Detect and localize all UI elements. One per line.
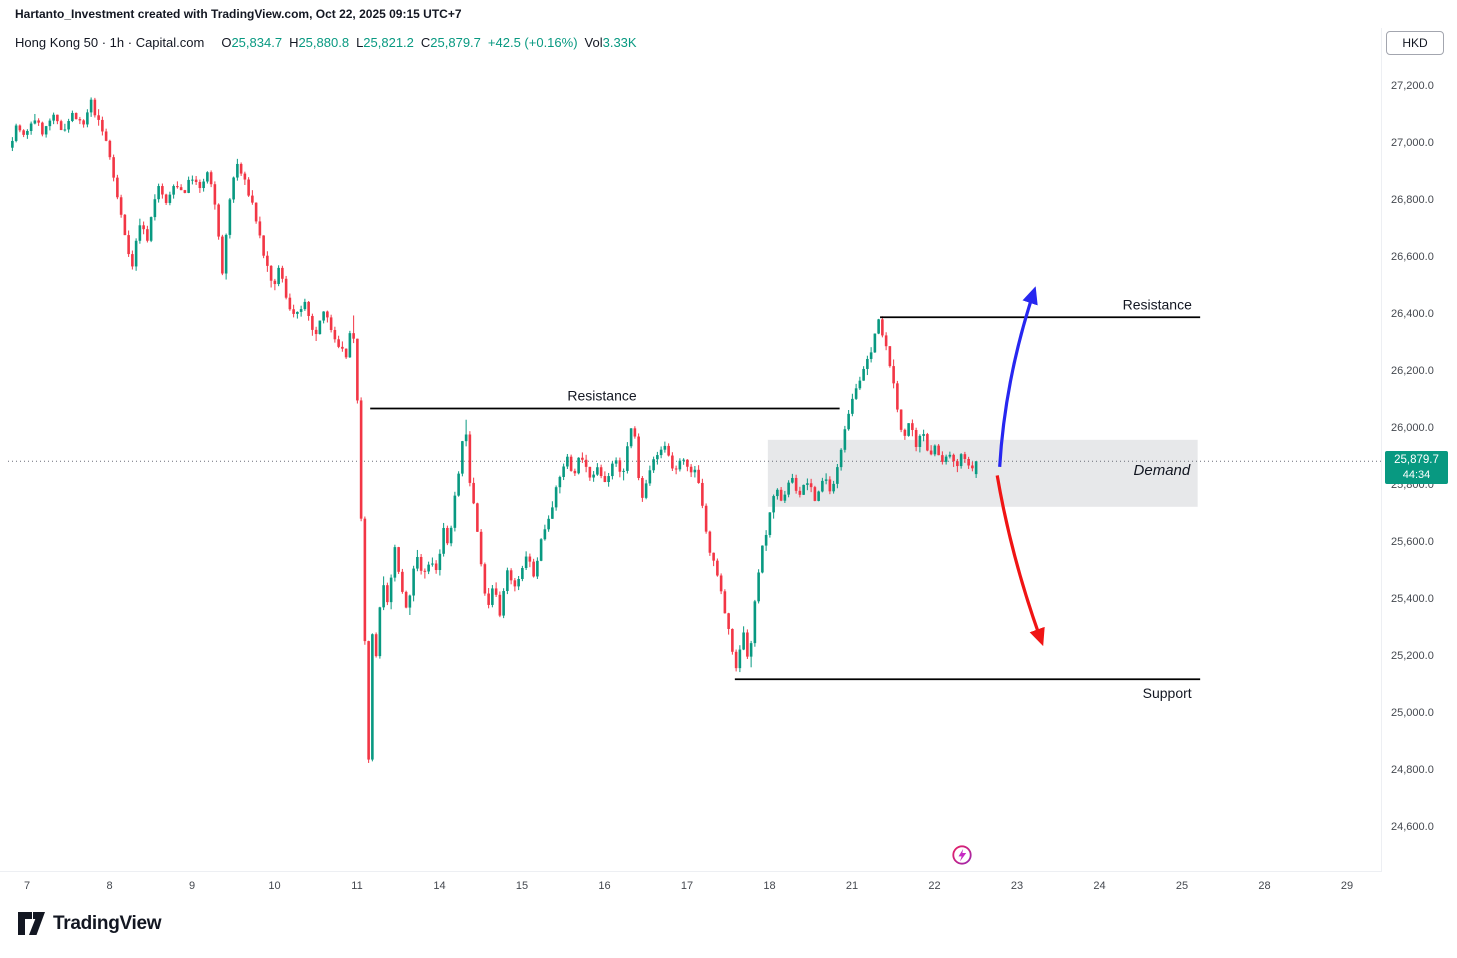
time-tick-label: 15 bbox=[516, 880, 528, 892]
bearish-arrow[interactable] bbox=[995, 475, 1045, 647]
current-price-value: 25,879.7 bbox=[1394, 454, 1439, 467]
time-tick-label: 23 bbox=[1011, 880, 1023, 892]
price-tick-label: 24,600.0 bbox=[1391, 821, 1434, 833]
time-tick-label: 14 bbox=[433, 880, 445, 892]
volume-value: 3.33K bbox=[602, 35, 637, 50]
time-tick-label: 9 bbox=[189, 880, 195, 892]
time-tick-label: 25 bbox=[1176, 880, 1188, 892]
demand-zone[interactable] bbox=[767, 439, 1198, 507]
symbol-title[interactable]: Hong Kong 50 · 1h · Capital.com bbox=[15, 35, 205, 50]
time-tick-label: 17 bbox=[681, 880, 693, 892]
bar-countdown: 44:34 bbox=[1402, 469, 1431, 482]
time-tick-label: 22 bbox=[928, 880, 940, 892]
price-tick-label: 25,200.0 bbox=[1391, 650, 1434, 662]
price-tick-label: 27,200.0 bbox=[1391, 80, 1434, 92]
demand-zone-label[interactable]: Demand bbox=[1134, 462, 1191, 479]
tradingview-logo-icon bbox=[18, 912, 45, 935]
price-tick-label: 26,200.0 bbox=[1391, 365, 1434, 377]
price-tick-label: 25,400.0 bbox=[1391, 593, 1434, 605]
price-tick-label: 27,000.0 bbox=[1391, 137, 1434, 149]
symbol-info-bar: Hong Kong 50 · 1h · Capital.com O25,834.… bbox=[15, 35, 637, 50]
bullish-arrow[interactable] bbox=[998, 286, 1038, 467]
ohlc-low: L25,821.2 bbox=[356, 35, 414, 50]
time-tick-label: 11 bbox=[351, 880, 362, 892]
price-tick-label: 26,600.0 bbox=[1391, 251, 1434, 263]
time-tick-label: 28 bbox=[1258, 880, 1270, 892]
tradingview-logo-text: TradingView bbox=[53, 912, 162, 934]
time-tick-label: 16 bbox=[598, 880, 610, 892]
resistance-upper-label[interactable]: Resistance bbox=[1123, 296, 1192, 312]
resistance-mid-label[interactable]: Resistance bbox=[567, 387, 636, 403]
time-tick-label: 29 bbox=[1341, 880, 1353, 892]
time-tick-label: 24 bbox=[1093, 880, 1105, 892]
volume: Vol3.33K bbox=[585, 35, 637, 50]
price-tick-label: 25,600.0 bbox=[1391, 536, 1434, 548]
time-tick-label: 10 bbox=[268, 880, 280, 892]
price-axis[interactable]: 27,200.0 27,000.0 26,800.0 26,600.0 26,400.0… bbox=[1391, 80, 1434, 833]
price-tick-label: 26,000.0 bbox=[1391, 422, 1434, 434]
currency-button[interactable]: HKD bbox=[1386, 31, 1444, 55]
price-tick-label: 26,800.0 bbox=[1391, 194, 1434, 206]
ohlc-open: O25,834.7 bbox=[221, 35, 283, 50]
ohlc-high: H25,880.8 bbox=[289, 35, 350, 50]
price-tick-label: 24,800.0 bbox=[1391, 764, 1434, 776]
time-tick-label: 8 bbox=[106, 880, 112, 892]
price-tick-label: 26,400.0 bbox=[1391, 308, 1434, 320]
time-axis[interactable]: 7 8 9 10 11 14 15 16 17 18 21 22 23 24 25 28 29 bbox=[24, 880, 1353, 892]
time-tick-label: 18 bbox=[763, 880, 775, 892]
ohlc-close: C25,879.7 bbox=[420, 35, 481, 50]
support-label[interactable]: Support bbox=[1143, 685, 1192, 701]
price-change: +42.5 (+0.16%) bbox=[487, 35, 578, 50]
candles bbox=[11, 97, 978, 763]
lightning-icon[interactable] bbox=[951, 844, 973, 866]
time-tick-label: 21 bbox=[846, 880, 858, 892]
tradingview-logo[interactable]: TradingView bbox=[18, 912, 162, 935]
attribution-text: Hartanto_Investment created with Trading… bbox=[15, 7, 462, 21]
current-price-badge: 25,879.7 44:34 bbox=[1385, 451, 1448, 485]
price-tick-label: 25,000.0 bbox=[1391, 707, 1434, 719]
volume-label: Vol bbox=[584, 35, 603, 50]
time-tick-label: 7 bbox=[24, 880, 30, 892]
